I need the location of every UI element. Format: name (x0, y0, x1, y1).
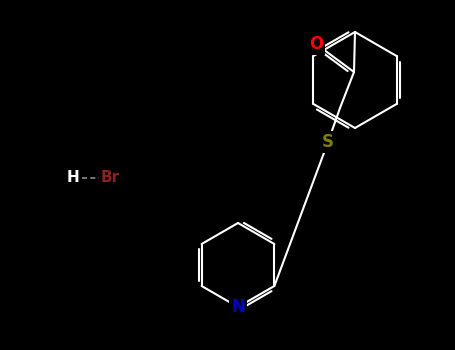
Text: H: H (66, 170, 79, 186)
Text: Br: Br (101, 170, 120, 186)
Text: S: S (322, 133, 334, 151)
Text: N: N (231, 298, 245, 316)
Text: O: O (309, 35, 323, 53)
